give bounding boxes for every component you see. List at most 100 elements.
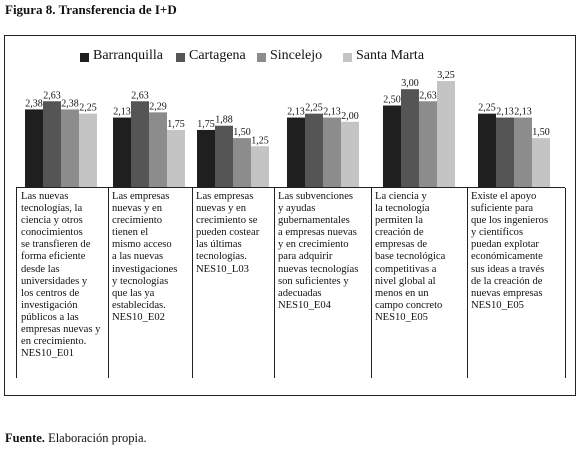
- category-label-line: pueden costear: [196, 227, 260, 239]
- data-label: 2,25: [478, 103, 496, 114]
- data-label: 2,13: [514, 107, 532, 118]
- data-label: 1,88: [215, 115, 233, 126]
- category-label-line: y científicos: [471, 227, 524, 239]
- category-label-line: adecuadas: [278, 287, 322, 299]
- bar: [43, 101, 61, 187]
- bar: [323, 117, 341, 187]
- source-text: Elaboración propia.: [44, 431, 147, 445]
- legend-swatch: [80, 53, 89, 62]
- bar: [131, 101, 149, 187]
- bar: [215, 125, 233, 187]
- category-label: Las empresas nuevas y en crecimiento tienen…: [108, 188, 193, 378]
- category-label-line: crecimiento: [112, 215, 162, 227]
- category-label-line: investigaciones: [112, 263, 178, 275]
- bar: [383, 105, 401, 187]
- bar: [437, 81, 455, 187]
- category-label-line: universidades y: [21, 275, 88, 287]
- bar: [197, 129, 215, 187]
- chart-frame: [4, 35, 576, 396]
- category-label-line: NES10_E02: [112, 311, 165, 323]
- data-label: 1,50: [532, 127, 550, 138]
- category-label-line: crecimiento se: [196, 215, 258, 227]
- category-label-line: permiten la: [375, 215, 423, 227]
- category-label-line: NES10_E05: [471, 299, 524, 311]
- category-label-line: las últimas: [196, 239, 242, 251]
- category-label-line: mismo acceso: [112, 239, 172, 251]
- bar: [167, 129, 185, 187]
- category-label-line: para adquirir: [278, 251, 333, 263]
- bar: [287, 117, 305, 187]
- category-label-line: económicamente: [471, 251, 543, 263]
- category-label: Las subvenciones y ayudas gubernamentales a…: [274, 188, 372, 378]
- category-label-line: tienen el: [112, 227, 149, 239]
- category-label-line: gubernamentales: [278, 215, 350, 227]
- category-label-line: establecidas.: [112, 299, 166, 311]
- source-note: Fuente. Elaboración propia.: [5, 431, 147, 446]
- category-label-line: NES10_E01: [21, 348, 74, 360]
- category-label: Las nuevas tecnologías, la ciencia y otros…: [16, 188, 109, 378]
- data-label: 2,63: [43, 90, 61, 101]
- bar: [25, 109, 43, 187]
- category-label: Existe el apoyo suficiente para que los in…: [467, 188, 566, 378]
- category-label-line: son suficientes y: [278, 275, 349, 287]
- data-label: 2,29: [149, 101, 167, 112]
- category-label-line: NES10_E04: [278, 299, 331, 311]
- legend-swatch: [343, 53, 352, 62]
- bar: [514, 117, 532, 187]
- category-label-line: forma eficiente: [21, 251, 86, 263]
- data-label: 2,13: [323, 107, 341, 118]
- category-label-line: Existe el apoyo: [471, 191, 537, 202]
- bar: [113, 117, 131, 187]
- category-label-line: la tecnología: [375, 203, 430, 215]
- data-label: 1,75: [197, 119, 215, 130]
- category-label-line: se transfieren de: [21, 239, 91, 251]
- category-label-line: competitivas a: [375, 263, 437, 275]
- data-label: 2,50: [383, 95, 401, 106]
- category-label-line: a las nuevas: [112, 251, 164, 263]
- bar: [305, 113, 323, 187]
- category-label-line: y en crecimiento: [278, 239, 349, 251]
- bar: [61, 109, 79, 187]
- bar: [496, 117, 514, 187]
- category-label-line: de la creación de: [471, 275, 543, 287]
- category-label: Las empresas nuevas y en crecimiento se pue…: [192, 188, 275, 378]
- data-label: 1,75: [167, 119, 185, 130]
- category-label-line: NES10_L03: [196, 263, 249, 275]
- category-label-line: y tecnologías: [112, 275, 169, 287]
- bar: [419, 101, 437, 187]
- category-label-line: Las subvenciones: [278, 191, 354, 202]
- bar: [478, 113, 496, 187]
- data-label: 3,25: [437, 70, 455, 81]
- category-label-line: públicos a las: [21, 311, 79, 323]
- data-label: 2,38: [61, 98, 79, 109]
- legend-label: Cartagena: [189, 48, 246, 63]
- category-label-line: los centros de: [21, 287, 80, 299]
- data-label: 1,50: [233, 127, 251, 138]
- data-label: 1,25: [251, 135, 269, 146]
- category-label-line: menos en un: [375, 287, 429, 299]
- category-label-line: ciencia y otros: [21, 215, 83, 227]
- bar: [341, 121, 359, 187]
- bar: [251, 146, 269, 187]
- bar: [79, 113, 97, 187]
- source-label: Fuente.: [5, 431, 45, 445]
- legend-label: Barranquilla: [93, 48, 163, 63]
- data-label: 2,13: [287, 107, 305, 118]
- category-label-line: La ciencia y: [375, 191, 427, 202]
- category-label-line: sus ideas a través: [471, 263, 545, 275]
- legend-swatch: [257, 53, 266, 62]
- category-label-line: nuevas empresas: [471, 287, 543, 299]
- bar: [233, 138, 251, 187]
- legend-label: Sincelejo: [270, 48, 323, 63]
- category-label-line: a empresas nuevas: [278, 227, 357, 239]
- data-label: 2,63: [419, 90, 437, 101]
- category-label-line: y ayudas: [278, 203, 316, 215]
- category-label-line: creación de: [375, 227, 424, 239]
- category-label-line: empresas de: [375, 239, 428, 251]
- bar: [149, 112, 167, 187]
- category-label-line: que los ingenieros: [471, 215, 549, 227]
- data-label: 2,00: [341, 111, 359, 122]
- category-label-line: nuevas y en: [112, 203, 163, 215]
- category-label-line: Las nuevas: [21, 191, 69, 202]
